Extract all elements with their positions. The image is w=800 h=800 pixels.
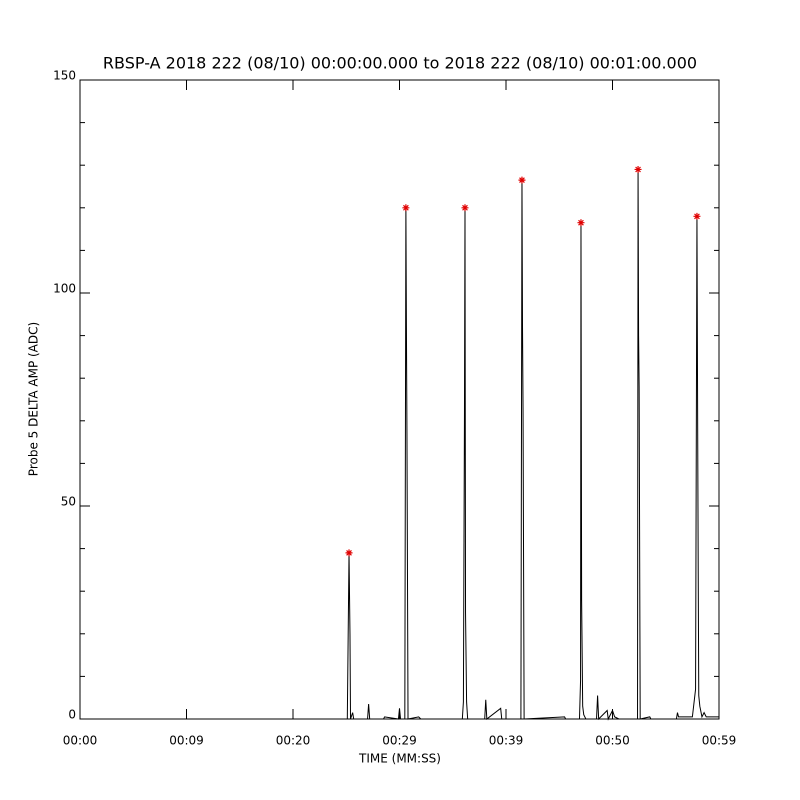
plot-frame: [79, 79, 720, 720]
x-tick-label: 00:50: [595, 734, 630, 748]
peak-marker: [518, 176, 526, 184]
chart-title: RBSP-A 2018 222 (08/10) 00:00:00.000 to …: [103, 54, 697, 73]
y-tick-label: 0: [68, 708, 76, 722]
peak-marker: [634, 165, 642, 173]
y-tick-label: 50: [61, 495, 76, 509]
y-tick-label: 150: [53, 69, 76, 83]
peak-marker: [402, 204, 410, 212]
peak-marker: [461, 204, 469, 212]
x-tick-label: 00:00: [63, 734, 98, 748]
data-line: [80, 169, 719, 721]
y-tick-label: 100: [53, 282, 76, 296]
x-tick-label: 00:09: [169, 734, 204, 748]
peak-marker: [577, 219, 585, 227]
x-tick-label: 00:29: [382, 734, 417, 748]
peak-marker: [345, 549, 353, 557]
peak-marker: [693, 212, 701, 220]
x-tick-label: 00:39: [489, 734, 524, 748]
y-axis-title: Probe 5 DELTA AMP (ADC): [27, 322, 41, 476]
x-axis-title: TIME (MM:SS): [358, 752, 441, 766]
x-tick-label: 00:20: [276, 734, 311, 748]
x-tick-label: 00:59: [702, 734, 737, 748]
